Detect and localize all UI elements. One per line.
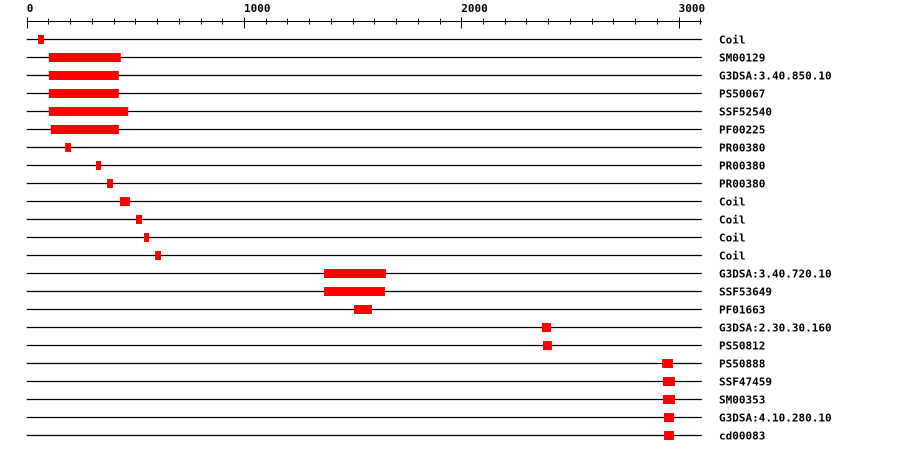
feature-block[interactable]	[65, 143, 72, 152]
feature-block[interactable]	[662, 395, 675, 404]
track-row: Coil	[26, 232, 746, 245]
feature-block[interactable]	[155, 251, 161, 260]
feature-block[interactable]	[48, 107, 129, 116]
track-label: SSF52540	[719, 106, 772, 119]
track-row: Coil	[26, 34, 746, 47]
track-row: PF00225	[26, 124, 765, 137]
track-label: SSF53649	[719, 286, 772, 299]
track-label: Coil	[719, 34, 746, 47]
track-row: PR00380	[26, 178, 765, 191]
feature-block[interactable]	[37, 35, 45, 44]
track-label: PS50812	[719, 340, 765, 353]
track-label: G3DSA:2.30.30.160	[719, 322, 832, 335]
tick-label: 0	[27, 2, 34, 15]
feature-block[interactable]	[543, 341, 552, 350]
track-label: Coil	[719, 196, 746, 209]
track-label: G3DSA:4.10.280.10	[719, 412, 832, 425]
feature-block[interactable]	[119, 197, 130, 206]
track-label: Coil	[719, 214, 746, 227]
feature-block[interactable]	[662, 377, 675, 386]
feature-block[interactable]	[136, 215, 143, 224]
track-row: PS50812	[26, 340, 765, 353]
track-row: SSF53649	[26, 286, 772, 299]
track-row: PS50888	[26, 358, 765, 371]
feature-block[interactable]	[96, 161, 102, 170]
track-row: PS50067	[26, 88, 765, 101]
feature-block[interactable]	[144, 233, 150, 242]
track-row: G3DSA:3.40.850.10	[26, 70, 832, 83]
track-label: Coil	[719, 250, 746, 263]
feature-block[interactable]	[323, 269, 386, 278]
tick-label: 1000	[244, 2, 271, 15]
feature-block[interactable]	[107, 179, 113, 188]
track-row: SM00353	[26, 394, 765, 407]
feature-block[interactable]	[664, 413, 675, 422]
feature-block[interactable]	[50, 125, 119, 134]
feature-block[interactable]	[353, 305, 372, 314]
track-label: PF00225	[719, 124, 765, 137]
feature-block[interactable]	[48, 53, 121, 62]
track-row: PR00380	[26, 142, 765, 155]
track-row: SM00129	[26, 52, 765, 65]
track-label: PR00380	[719, 178, 765, 191]
track-row: Coil	[26, 214, 746, 227]
track-label: PR00380	[719, 160, 765, 173]
feature-tracks: Coil SM00129 G3DSA:3.40.850.10 PS50067 SSF52…	[26, 34, 832, 443]
track-row: G3DSA:4.10.280.10	[26, 412, 832, 425]
track-row: SSF52540	[26, 106, 772, 119]
track-row: PR00380	[26, 160, 765, 173]
tick-label: 3000	[679, 2, 706, 15]
track-row: SSF47459	[26, 376, 772, 389]
track-label: G3DSA:3.40.850.10	[719, 70, 832, 83]
track-row: Coil	[26, 196, 746, 209]
feature-block[interactable]	[48, 89, 119, 98]
feature-block[interactable]	[664, 431, 675, 440]
ruler-axis: 0 1000 2000 3000	[26, 2, 706, 29]
track-label: SM00129	[719, 52, 765, 65]
feature-block[interactable]	[541, 323, 552, 332]
feature-block[interactable]	[48, 71, 119, 80]
track-label: G3DSA:3.40.720.10	[719, 268, 832, 281]
track-label: PS50888	[719, 358, 765, 371]
track-row: cd00083	[26, 430, 765, 443]
track-row: G3DSA:3.40.720.10	[26, 268, 832, 281]
track-label: cd00083	[719, 430, 765, 443]
track-label: PS50067	[719, 88, 765, 101]
track-label: Coil	[719, 232, 746, 245]
feature-block[interactable]	[323, 287, 386, 296]
track-row: G3DSA:2.30.30.160	[26, 322, 832, 335]
tick-label: 2000	[461, 2, 488, 15]
track-row: PF01663	[26, 304, 765, 317]
track-label: SM00353	[719, 394, 765, 407]
track-label: PR00380	[719, 142, 765, 155]
track-row: Coil	[26, 250, 746, 263]
track-label: SSF47459	[719, 376, 772, 389]
track-label: PF01663	[719, 304, 765, 317]
feature-block[interactable]	[662, 359, 673, 368]
